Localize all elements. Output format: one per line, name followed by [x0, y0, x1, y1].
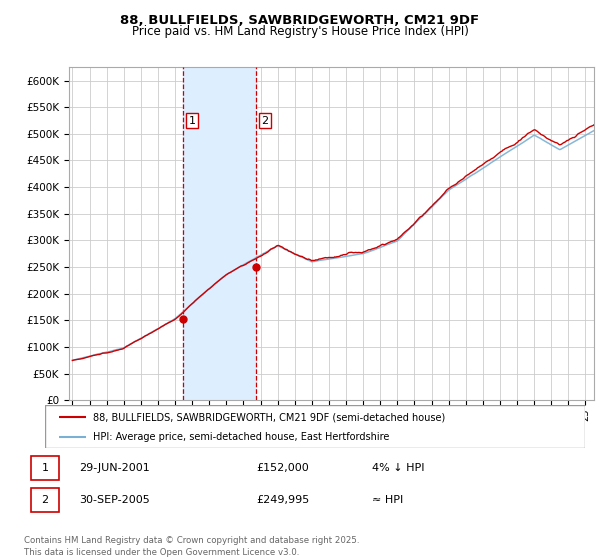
Bar — [184, 67, 256, 400]
Text: ≈ HPI: ≈ HPI — [372, 495, 403, 505]
Text: 4% ↓ HPI: 4% ↓ HPI — [372, 463, 424, 473]
Text: 29-JUN-2001: 29-JUN-2001 — [79, 463, 150, 473]
Text: 2: 2 — [41, 495, 49, 505]
Text: £152,000: £152,000 — [256, 463, 308, 473]
Text: 88, BULLFIELDS, SAWBRIDGEWORTH, CM21 9DF (semi-detached house): 88, BULLFIELDS, SAWBRIDGEWORTH, CM21 9DF… — [92, 412, 445, 422]
Text: 1: 1 — [188, 115, 196, 125]
Text: 88, BULLFIELDS, SAWBRIDGEWORTH, CM21 9DF: 88, BULLFIELDS, SAWBRIDGEWORTH, CM21 9DF — [121, 14, 479, 27]
Text: HPI: Average price, semi-detached house, East Hertfordshire: HPI: Average price, semi-detached house,… — [92, 432, 389, 442]
Text: 1: 1 — [41, 463, 49, 473]
Text: Contains HM Land Registry data © Crown copyright and database right 2025.
This d: Contains HM Land Registry data © Crown c… — [24, 536, 359, 557]
Bar — [31, 488, 59, 512]
Text: £249,995: £249,995 — [256, 495, 309, 505]
Text: 2: 2 — [262, 115, 269, 125]
Bar — [31, 456, 59, 480]
Text: 30-SEP-2005: 30-SEP-2005 — [79, 495, 150, 505]
Text: Price paid vs. HM Land Registry's House Price Index (HPI): Price paid vs. HM Land Registry's House … — [131, 25, 469, 38]
